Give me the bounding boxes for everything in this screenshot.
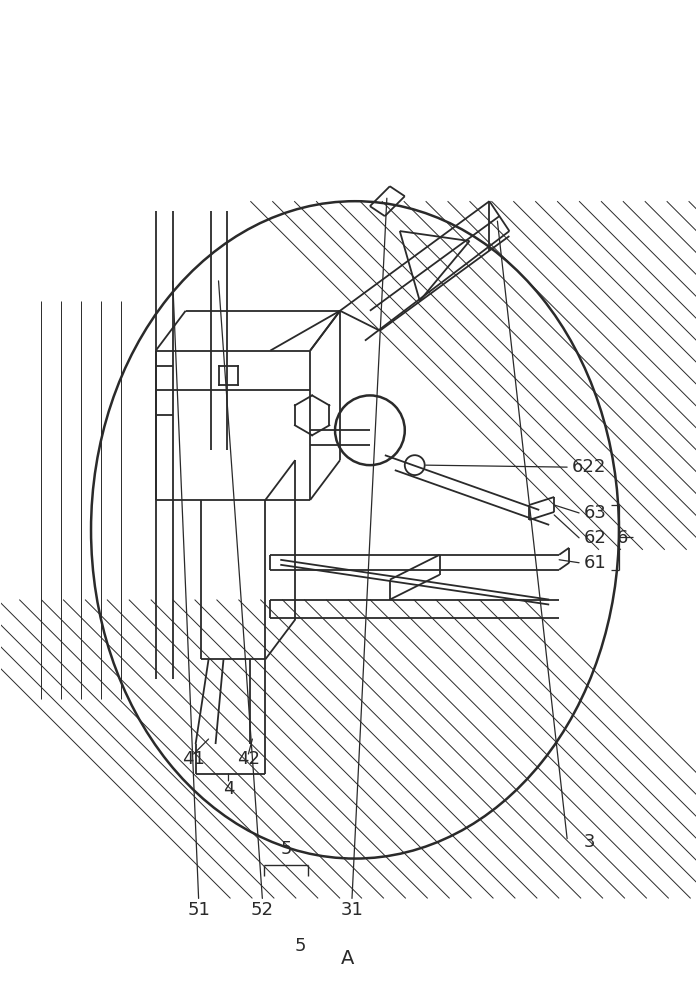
Text: 3: 3 (583, 833, 595, 851)
Text: 61: 61 (583, 554, 606, 572)
Text: 5: 5 (280, 840, 292, 858)
Text: A: A (342, 949, 355, 968)
Text: 5: 5 (294, 937, 306, 955)
Text: 622: 622 (572, 458, 606, 476)
Text: 41: 41 (182, 750, 205, 768)
Text: 62: 62 (583, 529, 606, 547)
Text: 52: 52 (251, 901, 274, 919)
Text: 63: 63 (583, 504, 606, 522)
Text: 6: 6 (618, 529, 629, 547)
Text: 51: 51 (187, 901, 210, 919)
Text: 42: 42 (237, 750, 260, 768)
Text: 31: 31 (341, 901, 363, 919)
Text: 4: 4 (223, 780, 234, 798)
